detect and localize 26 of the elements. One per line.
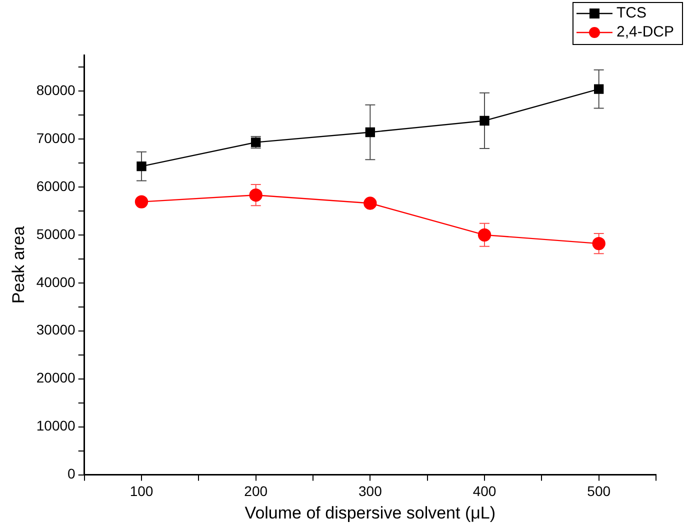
point [364, 196, 377, 210]
x-axis-title: Volume of dispersive solvent (μL) [244, 503, 496, 522]
y-tick-label: 80000 [36, 82, 76, 98]
y-tick-label: 20000 [36, 370, 76, 386]
point [480, 116, 490, 126]
y-tick-label: 70000 [36, 130, 76, 146]
x-tick-label: 400 [472, 483, 496, 500]
point [478, 228, 492, 242]
point [594, 84, 604, 94]
x-tick-label: 300 [358, 483, 382, 500]
point [134, 195, 148, 208]
x-tick-label: 500 [587, 483, 611, 500]
point [136, 161, 146, 172]
legend-label: TCS [616, 4, 646, 22]
y-tick-label: 0 [68, 466, 76, 482]
y-tick-label: 10000 [36, 418, 76, 434]
y-tick-label: 60000 [36, 178, 76, 194]
point [249, 188, 262, 202]
x-tick-label: 200 [244, 483, 268, 500]
legend-label: 2,4-DCP [616, 24, 674, 41]
y-tick-label: 40000 [36, 274, 76, 290]
x-tick-label: 100 [130, 483, 154, 500]
point [592, 236, 606, 250]
y-tick-label: 50000 [36, 226, 76, 242]
y-tick-label: 30000 [36, 322, 76, 338]
y-axis-title: Peak area [8, 226, 28, 304]
